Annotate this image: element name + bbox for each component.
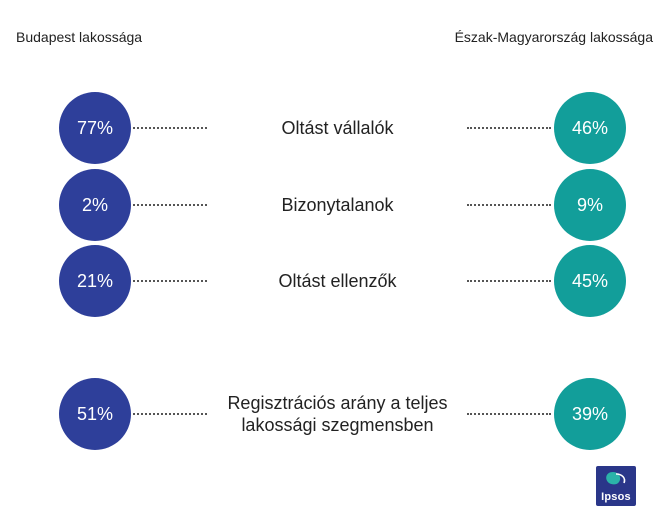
right-value: 45%: [571, 270, 609, 291]
left-connector: [133, 127, 207, 129]
category-label: Oltást vállalók: [281, 118, 394, 138]
comparison-row: 77% Oltást vállalók 46%: [0, 92, 669, 164]
right-connector: [467, 413, 551, 415]
right-connector: [467, 204, 551, 206]
right-series-title: Észak-Magyarország lakossága: [454, 29, 653, 45]
right-value-circle: 39%: [554, 378, 626, 450]
left-value-circle: 2%: [59, 169, 131, 241]
left-connector: [133, 204, 207, 206]
ipsos-mark-icon: [606, 472, 626, 485]
left-value: 2%: [81, 194, 108, 215]
right-value-circle: 46%: [554, 92, 626, 164]
comparison-row: 51% Regisztrációs arány a teljes lakossá…: [0, 378, 669, 450]
right-value-circle: 9%: [554, 169, 626, 241]
left-value-circle: 77%: [59, 92, 131, 164]
comparison-row: 21% Oltást ellenzők 45%: [0, 245, 669, 317]
ipsos-logo: Ipsos: [596, 466, 636, 506]
category-label: Oltást ellenzők: [278, 271, 397, 291]
left-value: 51%: [76, 403, 114, 424]
right-value: 46%: [571, 117, 609, 138]
left-value-circle: 21%: [59, 245, 131, 317]
left-connector: [133, 280, 207, 282]
left-value-circle: 51%: [59, 378, 131, 450]
right-connector: [467, 127, 551, 129]
left-value: 77%: [76, 117, 114, 138]
left-value: 21%: [76, 270, 114, 291]
right-connector: [467, 280, 551, 282]
comparison-row: 2% Bizonytalanok 9%: [0, 169, 669, 241]
left-connector: [133, 413, 207, 415]
category-label: Regisztrációs arány a teljes lakossági s…: [227, 393, 448, 435]
category-label: Bizonytalanok: [281, 195, 394, 215]
right-value: 9%: [576, 194, 603, 215]
right-value: 39%: [571, 403, 609, 424]
logo-text: Ipsos: [601, 491, 631, 503]
left-series-title: Budapest lakossága: [16, 29, 143, 45]
right-value-circle: 45%: [554, 245, 626, 317]
